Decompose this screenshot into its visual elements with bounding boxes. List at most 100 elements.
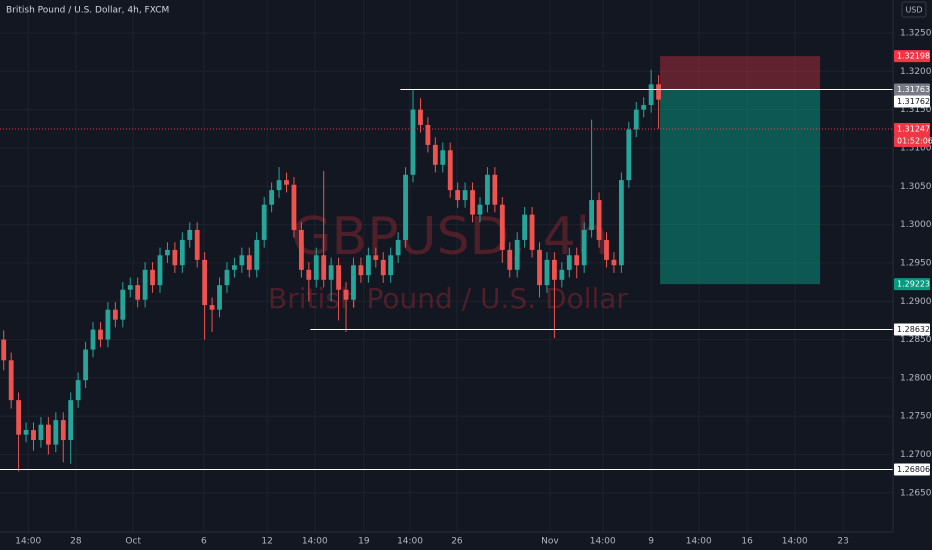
x-tick-label: 12 [261, 537, 272, 547]
stop-label: 1.32198 [897, 52, 930, 61]
chart-title: British Pound / U.S. Dollar, 4h, FXCM [6, 6, 169, 16]
x-tick-label: 14:00 [15, 537, 41, 547]
candle-body [447, 150, 453, 191]
x-tick-label: 16 [741, 537, 753, 547]
candle-body [618, 180, 624, 266]
candle-body [507, 249, 513, 270]
y-tick-label: 1.32500 [900, 28, 932, 38]
candle-body [53, 420, 59, 445]
candle-body [239, 255, 245, 266]
candle-body [425, 124, 431, 145]
watermark: GBPUSD, 4h [291, 207, 609, 267]
candle-body [388, 255, 394, 276]
candle-body [455, 190, 461, 201]
candle-body [395, 239, 401, 256]
x-tick-label: 14:00 [397, 537, 423, 547]
stop-label-bg [894, 50, 930, 63]
candle-body [403, 174, 408, 240]
candle-body [626, 129, 632, 181]
x-tick-label: 14:00 [782, 537, 808, 547]
candle-body [559, 269, 565, 280]
candle-body [276, 180, 282, 191]
candle-body [261, 204, 267, 240]
candle-body [589, 200, 595, 230]
target-label: 1.29223 [897, 280, 930, 289]
candle-body [68, 400, 74, 441]
candle-body [328, 265, 334, 280]
candle-body [566, 255, 572, 270]
entry-label: 1.31762 [897, 97, 930, 106]
candle-body [470, 190, 475, 215]
candle-body [485, 174, 490, 205]
candle-body [529, 214, 535, 250]
candle-body [604, 239, 609, 260]
countdown: 01:52:06 [897, 137, 932, 146]
candle-body [574, 255, 580, 266]
candle-body [254, 239, 260, 270]
candle-body [552, 259, 557, 280]
candle-body [83, 349, 88, 381]
candle-body [432, 144, 438, 165]
candle-body [306, 269, 312, 280]
candle-body [596, 200, 602, 240]
candle-body [440, 150, 446, 165]
candles [0, 69, 893, 472]
candle-body [313, 255, 319, 280]
candle-body [232, 265, 237, 270]
entry-label-bg [894, 95, 930, 108]
level-label: 1.26806 [897, 465, 930, 474]
countdown-bg [894, 135, 930, 148]
x-tick-label: 9 [648, 537, 654, 547]
y-tick-label: 1.27000 [900, 450, 932, 460]
current-price-label-bg [894, 123, 930, 136]
candle-body [31, 430, 36, 441]
grid [0, 0, 893, 532]
level-label: 1.28632 [897, 325, 930, 334]
stop-zone [660, 56, 821, 90]
candle-body [343, 289, 349, 300]
level-label: 1.31763 [897, 85, 930, 94]
candle-body [90, 329, 96, 350]
candle-body [98, 329, 103, 340]
y-tick-label: 1.31500 [900, 105, 932, 115]
candle-body [209, 305, 215, 310]
level-label-bg [894, 463, 930, 476]
candle-body [365, 255, 371, 276]
candle-body [410, 109, 416, 175]
y-tick-label: 1.30000 [900, 220, 932, 230]
x-tick-label: 14:00 [302, 537, 328, 547]
candle-body [656, 84, 661, 100]
x-tick-label: 6 [201, 537, 207, 547]
candle-body [224, 269, 230, 286]
candle-body [8, 360, 14, 401]
y-tick-label: 1.28000 [900, 373, 932, 383]
candle-body [298, 229, 304, 270]
candle-body [380, 259, 386, 276]
candle-body [462, 190, 468, 201]
x-tick-label: Oct [125, 537, 141, 547]
x-tick-label: 19 [358, 537, 370, 547]
candle-body [105, 309, 111, 340]
candle-body [336, 265, 341, 290]
y-tick-label: 1.28500 [900, 335, 932, 345]
candle-body [269, 190, 275, 205]
candle-body [1, 339, 7, 361]
candle-body [135, 285, 141, 300]
currency-box [901, 1, 927, 18]
candle-body [291, 184, 297, 230]
x-tick-label: 26 [451, 537, 463, 547]
candle-body [120, 289, 126, 320]
x-tick-label: 14:00 [686, 537, 712, 547]
x-tick-label: 28 [70, 537, 82, 547]
level-label-bg [894, 83, 930, 96]
current-price-label: 1.31247 [897, 125, 930, 134]
position-tool [660, 56, 821, 285]
candle-body [373, 255, 379, 260]
candle-body [75, 380, 81, 401]
candle-body [194, 229, 200, 260]
candle-body [60, 420, 66, 441]
candle-body [284, 180, 289, 185]
candle-body [633, 109, 639, 130]
